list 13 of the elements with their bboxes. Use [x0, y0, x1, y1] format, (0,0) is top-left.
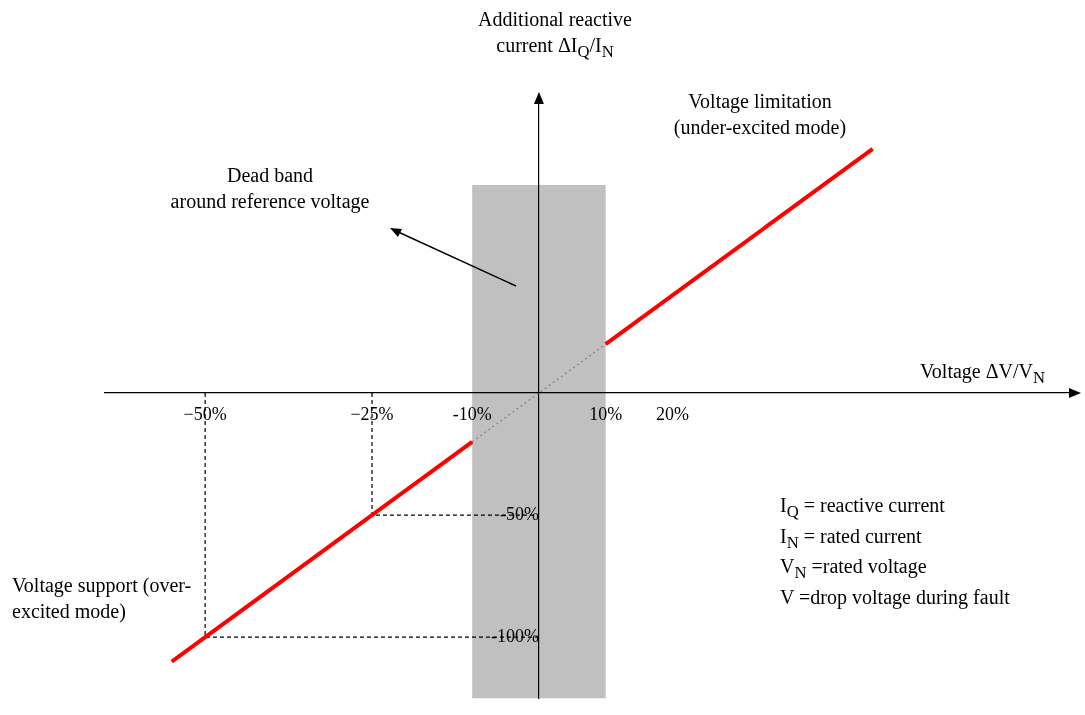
x-tick-label: −25% — [350, 403, 394, 424]
y-axis-title: Additional reactive current ΔI$_{Q}$/I$_{N}$ — [477, 7, 633, 63]
x-tick-label: −50% — [183, 403, 227, 424]
y-tick-label: -100% — [490, 625, 539, 646]
annotation: Voltage support (over- excited mode) — [12, 573, 192, 624]
text: I$_{Q}$ = reactive current I$_{N}$ = rated current V$_{N}$ =rated voltage V =drop voltage during fault — [780, 494, 1010, 609]
annotation: Voltage limitation (under-excited mode) — [672, 89, 848, 140]
x-tick-label: 20% — [655, 403, 689, 424]
x-tick-label: -10% — [452, 403, 492, 424]
x-tick-label: 10% — [589, 403, 623, 424]
x-axis-title: Voltage ΔV/V$_{N}$ — [920, 359, 1046, 389]
annotation: Dead band around reference voltage — [169, 163, 371, 214]
y-tick-label: -50% — [499, 503, 539, 524]
